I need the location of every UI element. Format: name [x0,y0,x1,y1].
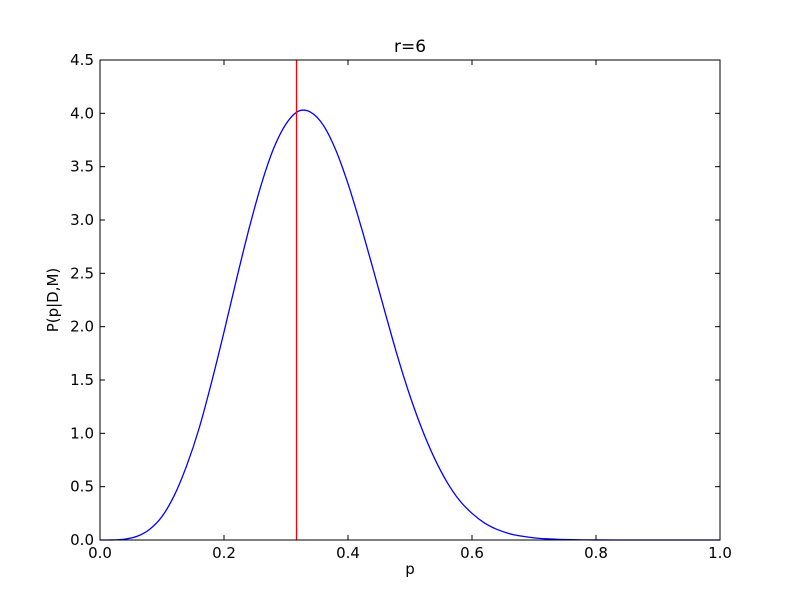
y-tick-label: 0.0 [70,531,94,549]
x-tick-label: 0.4 [336,544,360,562]
axes-background [100,60,720,540]
y-tick-labels: 0.0 0.5 1.0 1.5 2.0 2.5 3.0 3.5 4.0 4.5 [70,51,94,549]
x-axis-label: p [405,560,415,578]
x-tick-label: 0.2 [212,544,236,562]
y-tick-label: 4.5 [70,51,94,69]
y-tick-label: 0.5 [70,478,94,496]
y-tick-label: 1.0 [70,424,94,442]
x-tick-label: 1.0 [708,544,732,562]
x-tick-label: 0.0 [88,544,112,562]
chart-title: r=6 [394,37,426,57]
plot-area [99,59,721,541]
y-tick-label: 2.5 [70,264,94,282]
x-tick-label: 0.6 [460,544,484,562]
y-tick-label: 4.0 [70,104,94,122]
y-axis-label: P(p|D,M) [44,268,62,333]
axes-frame [99,59,721,541]
y-tick-label: 3.0 [70,211,94,229]
curve-layer [99,109,720,541]
y-tick-label: 2.0 [70,318,94,336]
x-tick-labels: 0.0 0.2 0.4 0.6 0.8 1.0 [88,544,732,562]
y-tick-label: 1.5 [70,371,94,389]
x-tick-label: 0.8 [584,544,608,562]
series-line-0 [99,109,720,541]
y-tick-label: 3.5 [70,158,94,176]
